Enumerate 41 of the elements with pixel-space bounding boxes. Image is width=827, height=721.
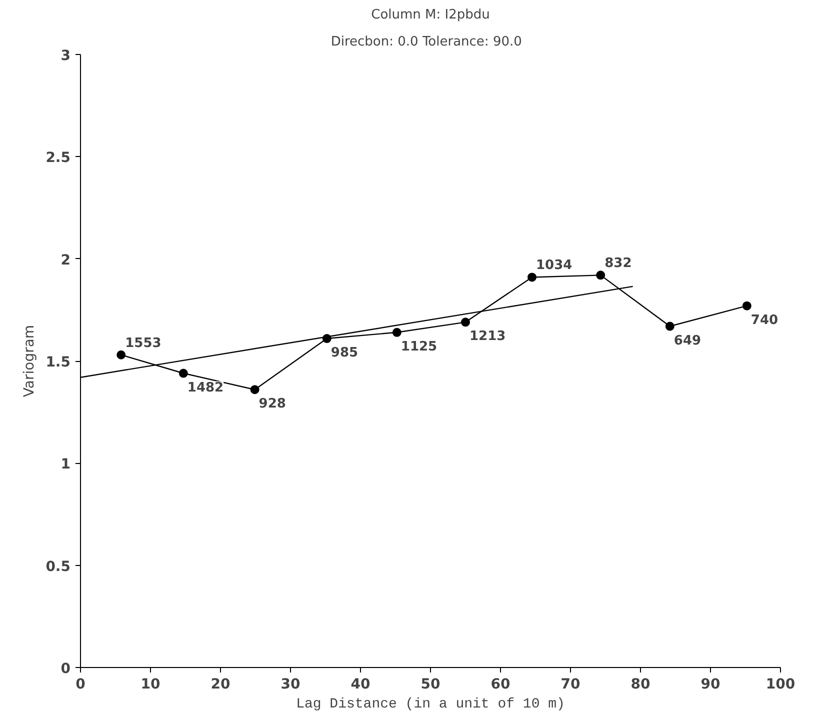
x-tick-label: 100 <box>766 676 796 692</box>
x-tick-label: 60 <box>490 676 510 692</box>
x-tick-label: 10 <box>140 676 160 692</box>
point <box>528 272 536 282</box>
point <box>178 368 188 378</box>
y-tick-label: 1.5 <box>46 354 71 370</box>
point <box>392 328 402 337</box>
point <box>116 350 126 360</box>
chart-subtitle: Direcbon: 0.0 Tolerance: 90.0 <box>330 34 522 50</box>
annotation: 985 <box>330 346 358 361</box>
y-tick-label: 3 <box>60 48 71 64</box>
y-tick-label: 2.5 <box>46 150 71 166</box>
x-tick-label: 30 <box>280 676 300 692</box>
annotation: 1213 <box>470 329 506 344</box>
x-axis-title: Lag Distance (in a unit of 10 m) <box>296 696 565 712</box>
x-tick-label: 50 <box>420 676 440 692</box>
annotation: 1125 <box>400 339 438 354</box>
annotation: 649 <box>674 333 702 348</box>
x-tick-label: 90 <box>700 676 720 692</box>
annotation: 832 <box>604 256 632 272</box>
annotation: 1482 <box>187 380 224 396</box>
point <box>596 270 606 280</box>
annotation: 928 <box>258 396 286 412</box>
y-axis-title: Variogram <box>22 324 38 398</box>
annotation: 1034 <box>536 258 572 274</box>
chart-title: Column M: I2pbdu <box>371 8 490 22</box>
x-tick-label: 20 <box>210 676 230 692</box>
x-tick-label: 40 <box>350 676 370 692</box>
y-tick-label: 0.5 <box>46 558 71 575</box>
point <box>461 318 470 327</box>
y-tick-label: 0 <box>60 661 71 677</box>
annotation: 740 <box>750 312 778 328</box>
point <box>742 301 752 310</box>
x-tick-label: 0 <box>76 676 86 692</box>
x-tick-label: 70 <box>560 676 580 692</box>
point <box>250 385 260 394</box>
y-tick-label: 2 <box>60 252 71 268</box>
point <box>665 322 674 331</box>
x-tick-label: 80 <box>630 676 650 692</box>
annotation: 1553 <box>125 336 162 351</box>
y-tick-label: 1 <box>60 456 71 473</box>
